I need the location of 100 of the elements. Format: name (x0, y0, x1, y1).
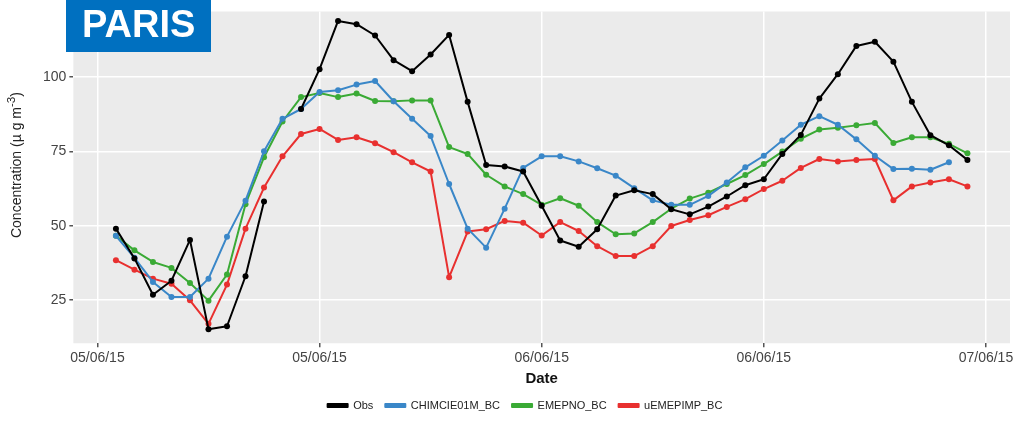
point (372, 140, 379, 147)
legend-label: CHIMCIE01M_BC (410, 398, 501, 411)
point (501, 205, 508, 212)
point (612, 231, 619, 238)
point (149, 258, 156, 265)
point (557, 195, 564, 202)
point (871, 119, 878, 126)
point (427, 97, 434, 104)
point (890, 139, 897, 146)
point (890, 58, 897, 65)
point (372, 97, 379, 104)
point (242, 273, 249, 280)
point (612, 172, 619, 179)
legend-label: uEMEPIMP_BC (644, 398, 723, 411)
point (742, 164, 749, 171)
point (353, 134, 360, 141)
point (353, 90, 360, 97)
chart-title: PARIS (66, 0, 212, 52)
point (316, 125, 323, 132)
point (871, 38, 878, 45)
point (390, 149, 397, 156)
point (353, 81, 360, 88)
point (409, 68, 416, 75)
point (705, 203, 712, 210)
point (112, 225, 119, 232)
point (649, 243, 656, 250)
y-tick-label: 25 (50, 290, 67, 307)
point (483, 226, 490, 233)
point (557, 237, 564, 244)
point (816, 156, 823, 162)
point (298, 94, 305, 101)
point (501, 163, 508, 170)
point (723, 203, 730, 210)
point (427, 168, 434, 175)
point (742, 182, 749, 189)
point (186, 280, 193, 287)
point (760, 161, 767, 168)
point (964, 156, 971, 163)
point (945, 176, 952, 183)
point (446, 181, 453, 187)
point (446, 31, 453, 38)
point (520, 219, 527, 226)
point (279, 153, 286, 160)
point (205, 326, 212, 333)
y-tick-label: 100 (43, 67, 67, 84)
point (409, 97, 416, 104)
point (575, 158, 582, 165)
point (335, 17, 342, 24)
point (575, 202, 582, 209)
point (538, 153, 545, 160)
point (834, 158, 841, 165)
point (446, 144, 453, 151)
point (760, 176, 767, 183)
point (853, 136, 860, 143)
point (631, 253, 638, 260)
point (501, 183, 508, 190)
x-tick-label: 06/06/15 (514, 349, 570, 366)
point (686, 195, 693, 202)
point (908, 134, 915, 141)
point (908, 165, 915, 172)
point (446, 274, 453, 281)
point (742, 196, 749, 203)
point (964, 183, 971, 190)
point (372, 78, 379, 85)
point (594, 165, 601, 172)
x-tick-label: 05/06/15 (70, 349, 125, 366)
x-tick-label: 06/06/15 (736, 349, 792, 366)
point (760, 186, 767, 193)
point (871, 152, 878, 159)
point (427, 133, 434, 140)
point (686, 201, 693, 208)
y-tick-label: 75 (50, 142, 67, 159)
point (224, 233, 230, 240)
point (427, 51, 434, 58)
point (797, 131, 804, 138)
point (261, 184, 268, 191)
point (853, 122, 860, 129)
point (149, 291, 156, 298)
point (538, 232, 545, 239)
point (501, 217, 508, 224)
point (335, 87, 342, 94)
point (612, 192, 619, 199)
y-tick-label: 50 (50, 216, 67, 233)
x-tick-label: 05/06/15 (292, 349, 348, 366)
point (834, 71, 841, 78)
point (797, 164, 804, 171)
point (409, 159, 416, 166)
point (205, 297, 212, 304)
point (649, 219, 656, 226)
point (261, 148, 268, 155)
point (945, 159, 952, 166)
point (649, 191, 656, 198)
point (372, 32, 379, 39)
point (631, 230, 638, 237)
point (483, 171, 490, 178)
point (760, 152, 767, 159)
point (298, 131, 305, 137)
point (686, 217, 693, 223)
point (927, 166, 934, 173)
point (723, 193, 730, 200)
